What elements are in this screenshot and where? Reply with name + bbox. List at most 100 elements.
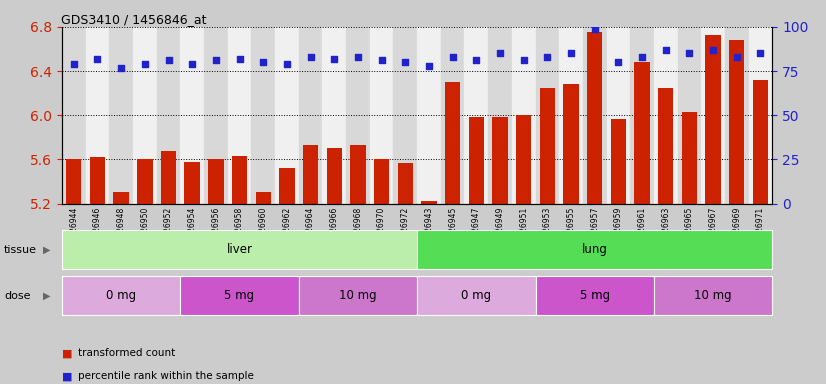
Bar xyxy=(255,192,271,204)
Bar xyxy=(583,27,606,204)
Bar xyxy=(417,276,535,315)
Bar xyxy=(90,157,105,204)
Bar xyxy=(421,201,437,204)
Bar xyxy=(184,162,200,204)
Bar xyxy=(535,276,654,315)
Text: GDS3410 / 1456846_at: GDS3410 / 1456846_at xyxy=(61,13,206,26)
Bar xyxy=(86,27,109,204)
Bar xyxy=(62,27,86,204)
Point xyxy=(91,56,104,62)
Bar xyxy=(137,159,153,204)
Text: 0 mg: 0 mg xyxy=(461,289,491,302)
Bar xyxy=(512,27,535,204)
Bar xyxy=(350,145,366,204)
Point xyxy=(399,59,412,65)
Bar xyxy=(464,27,488,204)
Bar xyxy=(441,27,464,204)
Point xyxy=(209,57,222,63)
Point xyxy=(115,65,128,71)
Point xyxy=(446,54,459,60)
Bar xyxy=(677,27,701,204)
Text: 5 mg: 5 mg xyxy=(225,289,254,302)
Bar xyxy=(251,27,275,204)
Bar xyxy=(299,27,322,204)
Text: tissue: tissue xyxy=(4,245,37,255)
Bar xyxy=(133,27,157,204)
Bar xyxy=(303,145,318,204)
Point xyxy=(162,57,175,63)
Bar xyxy=(204,27,228,204)
Bar xyxy=(705,35,721,204)
Bar xyxy=(228,27,251,204)
Bar xyxy=(157,27,180,204)
Bar xyxy=(62,230,417,269)
Bar xyxy=(488,27,512,204)
Bar xyxy=(748,27,772,204)
Bar xyxy=(654,276,772,315)
Point xyxy=(635,54,648,60)
Text: percentile rank within the sample: percentile rank within the sample xyxy=(78,371,254,381)
Bar xyxy=(468,118,484,204)
Bar xyxy=(109,27,133,204)
Text: dose: dose xyxy=(4,291,31,301)
Point xyxy=(375,57,388,63)
Text: 5 mg: 5 mg xyxy=(580,289,610,302)
Bar xyxy=(535,27,559,204)
Point xyxy=(280,61,293,67)
Point xyxy=(588,26,601,32)
Bar xyxy=(62,276,180,315)
Point xyxy=(564,50,577,56)
Point xyxy=(257,59,270,65)
Bar xyxy=(326,148,342,204)
Text: transformed count: transformed count xyxy=(78,348,176,358)
Text: ■: ■ xyxy=(62,371,73,381)
Text: 0 mg: 0 mg xyxy=(106,289,136,302)
Bar xyxy=(66,159,82,204)
Text: 10 mg: 10 mg xyxy=(339,289,377,302)
Text: ■: ■ xyxy=(62,348,73,358)
Bar xyxy=(370,27,393,204)
Bar xyxy=(279,168,295,204)
Point xyxy=(351,54,364,60)
Text: ▶: ▶ xyxy=(43,245,50,255)
Point xyxy=(304,54,317,60)
Point xyxy=(470,57,483,63)
Bar xyxy=(516,115,531,204)
Bar xyxy=(275,27,299,204)
Bar xyxy=(445,82,460,204)
Bar xyxy=(681,112,697,204)
Point xyxy=(541,54,554,60)
Bar xyxy=(559,27,583,204)
Point xyxy=(422,63,435,69)
Bar xyxy=(346,27,370,204)
Bar xyxy=(393,27,417,204)
Bar xyxy=(539,88,555,204)
Point xyxy=(754,50,767,56)
Point xyxy=(517,57,530,63)
Bar xyxy=(417,230,772,269)
Point xyxy=(233,56,246,62)
Text: 10 mg: 10 mg xyxy=(695,289,732,302)
Bar xyxy=(417,27,441,204)
Text: liver: liver xyxy=(226,243,253,256)
Bar xyxy=(299,276,417,315)
Point xyxy=(659,47,672,53)
Bar xyxy=(610,119,626,204)
Bar xyxy=(113,192,129,204)
Bar xyxy=(634,62,650,204)
Point xyxy=(186,61,199,67)
Bar xyxy=(180,276,299,315)
Point xyxy=(730,54,743,60)
Point xyxy=(683,50,696,56)
Bar xyxy=(729,40,744,204)
Bar xyxy=(701,27,725,204)
Bar xyxy=(587,32,602,204)
Point xyxy=(706,47,719,53)
Text: ▶: ▶ xyxy=(43,291,50,301)
Text: lung: lung xyxy=(582,243,608,256)
Bar xyxy=(563,84,579,204)
Bar xyxy=(725,27,748,204)
Bar xyxy=(654,27,677,204)
Bar xyxy=(208,159,224,204)
Bar xyxy=(161,151,176,204)
